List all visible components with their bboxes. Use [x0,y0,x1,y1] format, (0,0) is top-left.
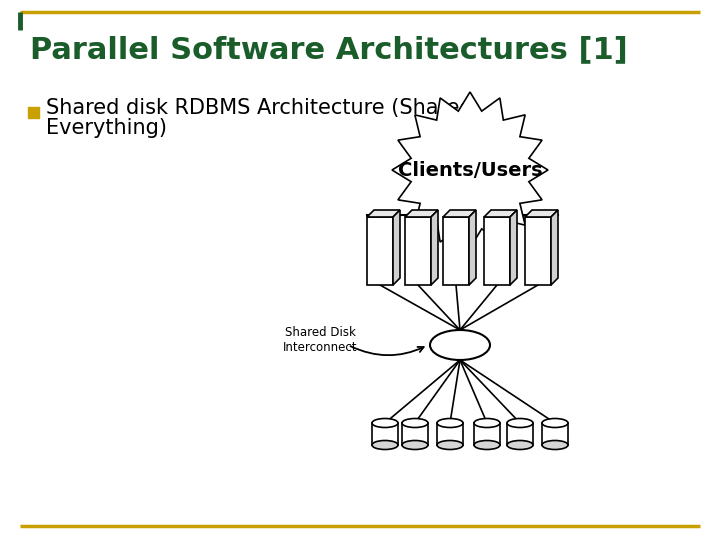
Polygon shape [437,423,463,445]
Polygon shape [469,210,476,285]
Ellipse shape [474,418,500,428]
Ellipse shape [507,418,533,428]
Polygon shape [507,423,533,445]
Polygon shape [405,217,431,285]
Polygon shape [510,210,517,285]
Ellipse shape [474,441,500,449]
Polygon shape [372,423,398,445]
Text: Clients/Users: Clients/Users [397,160,542,179]
Text: Shared Disk
Interconnect: Shared Disk Interconnect [283,326,357,354]
Ellipse shape [542,418,568,428]
Polygon shape [367,210,400,217]
Polygon shape [402,423,428,445]
Text: Shared disk RDBMS Architecture (Shared: Shared disk RDBMS Architecture (Shared [46,98,473,118]
Polygon shape [367,217,393,285]
Polygon shape [525,217,551,285]
Ellipse shape [430,330,490,360]
Polygon shape [525,210,558,217]
Polygon shape [443,210,476,217]
Text: Parallel Software Architectures [1]: Parallel Software Architectures [1] [30,35,628,64]
Text: Everything): Everything) [46,118,167,138]
Polygon shape [542,423,568,445]
Polygon shape [431,210,438,285]
Ellipse shape [372,441,398,449]
Ellipse shape [437,441,463,449]
Polygon shape [443,217,469,285]
Polygon shape [393,210,400,285]
Ellipse shape [372,418,398,428]
Ellipse shape [402,441,428,449]
Ellipse shape [542,441,568,449]
Polygon shape [484,210,517,217]
Polygon shape [392,92,548,248]
Polygon shape [484,217,510,285]
Ellipse shape [402,418,428,428]
Ellipse shape [437,418,463,428]
Polygon shape [551,210,558,285]
Bar [28,107,39,118]
Polygon shape [405,210,438,217]
Ellipse shape [507,441,533,449]
Polygon shape [474,423,500,445]
